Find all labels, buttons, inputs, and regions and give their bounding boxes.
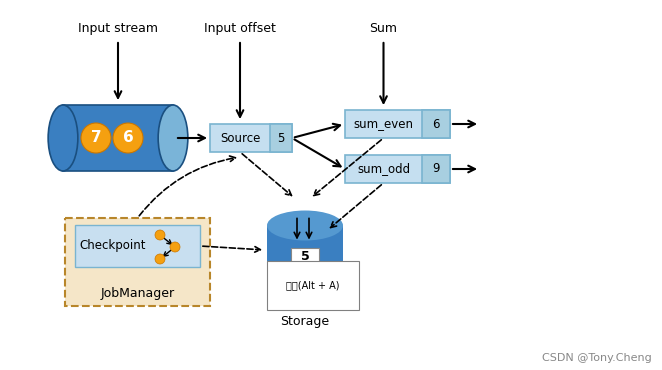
Text: 6: 6 [301, 268, 309, 280]
Text: 5: 5 [277, 131, 285, 145]
Circle shape [113, 123, 143, 153]
Bar [63, 105, 173, 171]
Ellipse shape [267, 211, 343, 240]
Ellipse shape [48, 105, 78, 171]
Text: 9: 9 [432, 162, 440, 175]
Bar [267, 225, 343, 290]
Text: 6: 6 [432, 118, 440, 131]
Text: sum_odd: sum_odd [357, 162, 410, 175]
FancyBboxPatch shape [345, 155, 450, 183]
Ellipse shape [267, 276, 343, 306]
FancyBboxPatch shape [75, 225, 200, 267]
Text: 截图(Alt + A): 截图(Alt + A) [286, 280, 340, 290]
FancyBboxPatch shape [270, 124, 292, 152]
Text: 5: 5 [301, 249, 309, 262]
FancyBboxPatch shape [345, 110, 450, 138]
FancyBboxPatch shape [422, 110, 450, 138]
Text: Sum: Sum [369, 22, 397, 35]
Text: 7: 7 [91, 131, 101, 145]
FancyBboxPatch shape [65, 218, 210, 306]
FancyBboxPatch shape [210, 124, 292, 152]
Ellipse shape [158, 105, 188, 171]
FancyBboxPatch shape [422, 155, 450, 183]
Text: CSDN @Tony.Cheng: CSDN @Tony.Cheng [542, 353, 652, 363]
Circle shape [155, 254, 165, 264]
Text: JobManager: JobManager [101, 287, 175, 300]
Text: Checkpoint: Checkpoint [79, 239, 146, 252]
Text: Input stream: Input stream [78, 22, 158, 35]
FancyBboxPatch shape [291, 248, 319, 264]
Text: sum_even: sum_even [354, 118, 414, 131]
FancyBboxPatch shape [291, 266, 319, 282]
Text: Input offset: Input offset [204, 22, 276, 35]
Text: 6: 6 [122, 131, 133, 145]
Circle shape [81, 123, 111, 153]
Circle shape [155, 230, 165, 240]
Text: Storage: Storage [281, 316, 330, 329]
Text: Source: Source [220, 131, 260, 145]
Circle shape [170, 242, 180, 252]
